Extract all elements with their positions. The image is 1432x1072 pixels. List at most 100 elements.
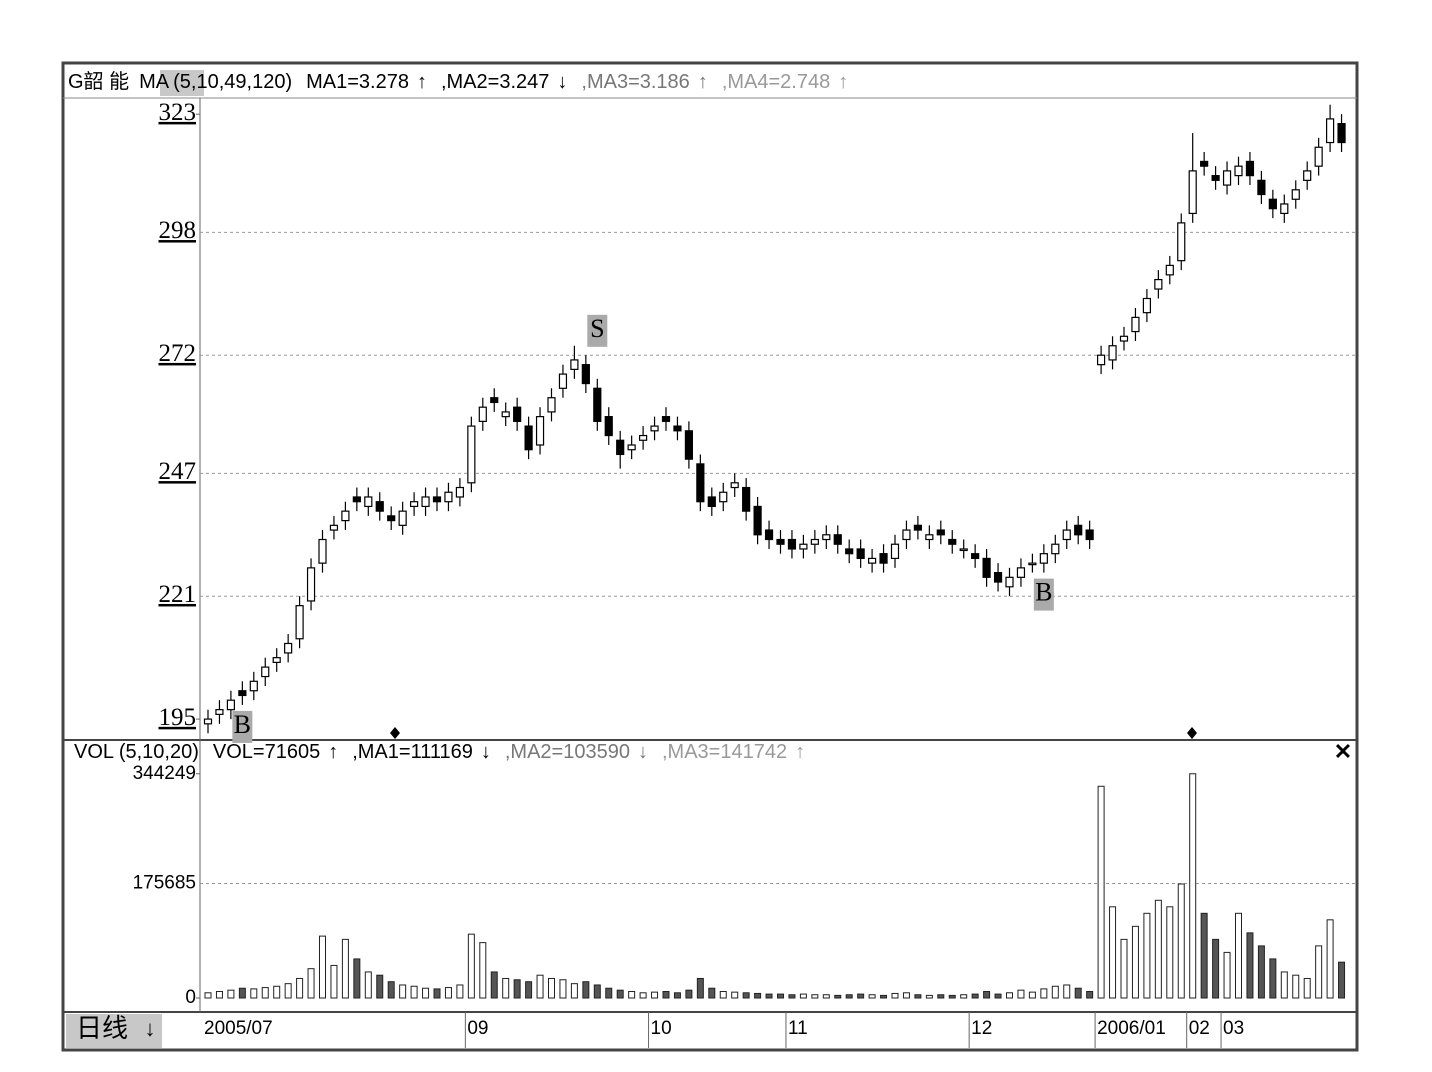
volume-bar — [1326, 919, 1334, 999]
volume-tick-label: 0 — [185, 987, 196, 1008]
volume-bar — [1051, 985, 1059, 999]
volume-bar — [1280, 971, 1288, 999]
candle-body — [890, 543, 900, 560]
candle-body — [799, 543, 808, 550]
candle-body — [982, 557, 991, 578]
volume-bar — [1109, 906, 1117, 999]
y-tick-label: 221 — [159, 581, 197, 608]
candle-body — [1051, 543, 1060, 555]
candle-body — [421, 496, 430, 508]
volume-bar — [1223, 951, 1231, 999]
candle-body — [1200, 160, 1209, 167]
candle-body — [936, 529, 945, 536]
candle-body — [993, 571, 1003, 583]
signal-label: B — [234, 710, 251, 739]
volume-bar — [1246, 932, 1254, 999]
volume-bar — [925, 994, 933, 999]
period-label[interactable]: 日线 — [76, 1013, 128, 1043]
candle-body — [272, 657, 281, 663]
candle-body — [730, 482, 739, 489]
candle-body — [1337, 123, 1346, 144]
volume-tick-label: 175685 — [133, 873, 196, 894]
x-tick-label: 10 — [651, 1018, 672, 1039]
volume-bar — [960, 994, 968, 999]
candle-body — [1303, 170, 1312, 181]
volume-bar — [914, 994, 922, 999]
candle-body — [971, 553, 980, 560]
candle-body — [879, 553, 888, 564]
x-tick-label: 09 — [467, 1018, 488, 1039]
candle-body — [1154, 278, 1163, 290]
period-badge — [66, 1014, 162, 1048]
volume-bar — [273, 985, 281, 999]
volume-bar — [536, 974, 544, 999]
volume-bar — [685, 989, 693, 999]
period-arrow[interactable]: ↓ — [145, 1016, 156, 1041]
candle-body — [684, 430, 694, 460]
volume-bar — [399, 984, 407, 999]
volume-bar — [857, 993, 865, 999]
candle-body — [638, 434, 648, 441]
signal-label: B — [1035, 578, 1052, 607]
candle-body — [593, 387, 602, 422]
candle-body — [742, 486, 751, 512]
volume-header: VOL (5,10,20) VOL=71605 ↑ ,MA1=111169 ↓ ,MA2=… — [74, 741, 805, 763]
candle-body — [673, 425, 682, 432]
volume-bar — [1200, 912, 1208, 999]
volume-bar — [1292, 974, 1300, 999]
header-value: ,MA1=111169 — [352, 741, 473, 763]
volume-bar — [1017, 989, 1025, 999]
y-tick-label: 272 — [159, 340, 197, 367]
candle-body — [352, 496, 361, 503]
header-value: ,MA3=141742 — [662, 741, 787, 763]
candle-body — [444, 491, 453, 503]
candle-body — [1165, 264, 1174, 276]
header-arrow: ↓ — [481, 741, 491, 763]
volume-bar — [1166, 906, 1174, 999]
candle-body — [1062, 529, 1071, 541]
close-button[interactable]: ✕ — [1334, 739, 1352, 764]
volume-bar — [502, 977, 510, 999]
candle-body — [581, 364, 590, 385]
volume-bar — [696, 977, 704, 999]
volume-bar — [227, 989, 235, 999]
candle-body — [1234, 165, 1243, 177]
candle-body — [535, 416, 545, 446]
candle-body — [524, 425, 533, 451]
volume-bar — [467, 933, 475, 999]
volume-bar — [376, 974, 384, 999]
candle-body — [467, 425, 476, 484]
candle-body — [249, 680, 258, 692]
header-value: MA1=3.278 — [306, 71, 409, 93]
candle-body — [1085, 529, 1094, 541]
volume-bar — [525, 981, 533, 999]
volume-bar — [708, 987, 716, 999]
candle-body — [1108, 345, 1117, 361]
volume-bar — [307, 968, 315, 999]
candle-body — [1005, 576, 1014, 588]
candle-body — [318, 538, 327, 564]
volume-bar — [845, 994, 853, 999]
volume-bar — [296, 977, 304, 999]
candle-body — [1096, 354, 1106, 366]
volume-bar — [834, 994, 842, 999]
volume-bar — [754, 992, 762, 999]
volume-bar — [284, 983, 292, 999]
volume-bar — [731, 991, 739, 999]
volume-bar — [1028, 991, 1036, 999]
volume-bar — [788, 994, 796, 999]
candle-body — [1280, 203, 1289, 215]
candle-body — [238, 690, 247, 697]
header-value: ,MA2=103590 — [505, 741, 630, 763]
candle-body — [284, 642, 293, 654]
header-arrow: ↑ — [328, 741, 338, 763]
signal-label: S — [590, 314, 604, 343]
indicator-params: (5,10,49,120) — [173, 71, 292, 93]
candle-body — [1177, 222, 1186, 262]
volume-bar — [1006, 992, 1013, 999]
volume-bar — [1120, 938, 1128, 999]
volume-bar — [605, 987, 613, 999]
volume-tick-label: 344249 — [133, 763, 196, 784]
